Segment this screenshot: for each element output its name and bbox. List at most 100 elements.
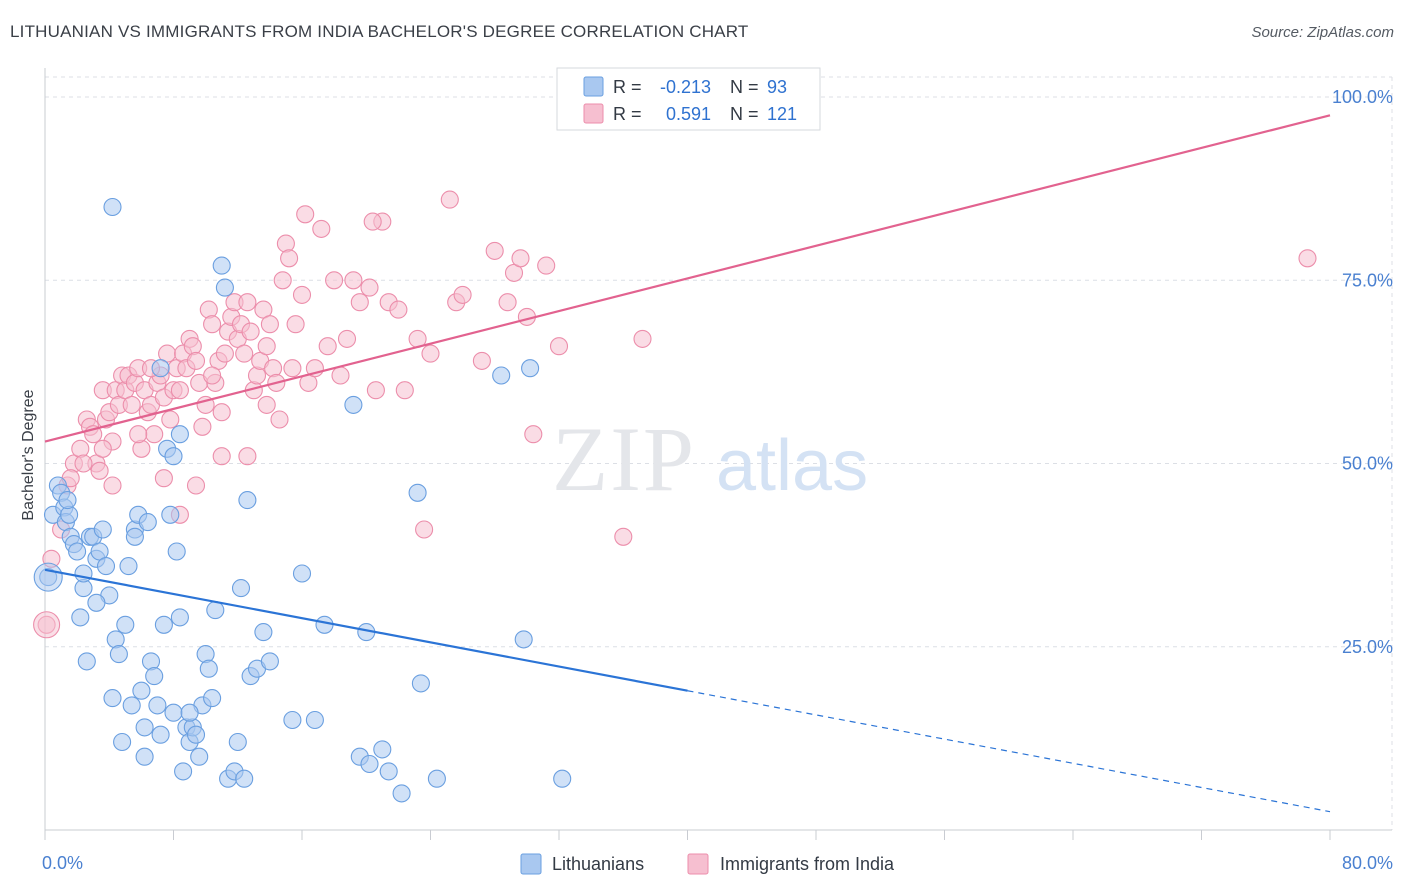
india-point-5 (71, 439, 90, 458)
india-point-78 (344, 271, 363, 290)
india-point-66 (273, 271, 292, 290)
lithuanians-point-35 (151, 725, 170, 744)
lithuanians-point-24 (116, 615, 135, 634)
lithuanians-point-42 (174, 762, 193, 781)
india-point-84 (389, 300, 408, 319)
lithuanians-point-75 (492, 366, 511, 385)
india-point-91 (453, 285, 472, 304)
india-point-119 (154, 469, 173, 488)
india-point-85 (395, 381, 414, 400)
lithuanians-point-12 (77, 652, 96, 671)
india-point-103 (1298, 249, 1317, 268)
india-point-120 (363, 212, 382, 231)
lithuanians-point-large (33, 562, 63, 592)
india-point-94 (498, 293, 517, 312)
india-point-48 (215, 344, 234, 363)
india-point-77 (331, 366, 350, 385)
india-point-58 (247, 366, 267, 385)
lithuanians-point-88 (58, 491, 77, 510)
lithuanians-point-40 (167, 542, 186, 561)
india-point-54 (235, 344, 254, 363)
chart-title: LITHUANIAN VS IMMIGRANTS FROM INDIA BACH… (10, 22, 749, 41)
legend-n-value-india: 121 (767, 104, 797, 124)
india-point-87 (415, 520, 434, 539)
lithuanians-point-56 (231, 579, 251, 598)
india-point-102 (633, 329, 652, 348)
india-point-19 (122, 395, 141, 414)
india-point-38 (183, 337, 202, 356)
india-point-56 (241, 322, 260, 341)
legend-n-label-lithuanians: N = (730, 77, 759, 97)
lithuanians-point-62 (292, 564, 312, 583)
lithuanians-point-22 (109, 645, 128, 664)
x-tick-label-1: 80.0% (1342, 853, 1393, 873)
india-point-67 (276, 234, 295, 253)
lithuanians-point-57 (238, 491, 257, 510)
lithuanians-point-92 (164, 447, 183, 466)
lithuanians-point-83 (170, 425, 189, 444)
lithuanians-point-26 (122, 696, 141, 715)
trend-line-lithuanians-extension (687, 690, 1331, 813)
india-point-107 (74, 454, 93, 473)
india-point-93 (485, 241, 504, 260)
india-point-74 (312, 219, 331, 238)
india-point-76 (325, 271, 344, 290)
lithuanians-point-72 (408, 483, 427, 502)
legend-n-value-lithuanians: 93 (767, 77, 787, 97)
lithuanians-point-17 (93, 520, 112, 539)
legend-n-label-india: N = (730, 104, 759, 124)
india-point-large (33, 611, 61, 639)
lithuanians-point-21 (106, 630, 125, 649)
india-point-63 (264, 359, 283, 378)
lithuanians-point-47 (190, 747, 209, 766)
india-point-68 (280, 249, 299, 268)
lithuanians-point-84 (151, 359, 170, 378)
lithuanians-point-77 (521, 359, 540, 378)
legend-bottom-label-lithuanians: Lithuanians (552, 854, 644, 874)
x-tick-label-0: 0.0% (42, 853, 83, 873)
lithuanians-point-63 (305, 710, 324, 730)
lithuanians-point-51 (203, 689, 222, 708)
legend-swatch-lithuanians (583, 76, 604, 97)
india-point-116 (203, 366, 222, 385)
india-point-61 (257, 337, 276, 356)
watermark-zip: ZIP (552, 408, 696, 510)
lithuanians-point-68 (360, 754, 379, 774)
india-point-75 (318, 337, 337, 356)
lithuanians-point-38 (161, 505, 180, 524)
lithuanians-point-50 (199, 659, 218, 678)
india-point-118 (337, 329, 357, 348)
lithuanians-point-41 (170, 608, 189, 627)
india-point-89 (440, 190, 459, 209)
india-point-34 (170, 381, 189, 400)
trend-line-india (44, 114, 1331, 443)
india-point-113 (257, 395, 276, 414)
lithuanians-point-9 (68, 542, 87, 561)
india-point-65 (270, 410, 289, 429)
lithuanians-point-31 (138, 513, 157, 532)
india-point-44 (203, 315, 222, 334)
india-point-79 (350, 293, 369, 312)
lithuanians-point-69 (373, 740, 392, 759)
chart-source: Source: ZipAtlas.com (1251, 24, 1394, 41)
india-point-69 (283, 359, 302, 378)
lithuanians-point-49 (196, 645, 215, 664)
lithuanians-point-53 (215, 278, 234, 297)
lithuanians-point-76 (514, 630, 533, 649)
lithuanians-point-60 (254, 623, 273, 642)
lithuanians-point-34 (148, 696, 167, 715)
trend-line-lithuanians (44, 568, 688, 692)
india-point-98 (524, 425, 543, 444)
lithuanians-point-65 (344, 395, 363, 414)
lithuanians-point-85 (103, 197, 122, 217)
india-point-81 (366, 381, 385, 400)
y-tick-label-0: 25.0% (1342, 637, 1393, 657)
india-point-22 (132, 439, 151, 458)
india-point-110 (186, 476, 206, 495)
series-india-points (33, 190, 1317, 639)
india-point-62 (260, 315, 279, 334)
lithuanians-point-39 (164, 703, 183, 722)
lithuanians-point-10 (71, 608, 90, 627)
lithuanians-point-52 (212, 256, 231, 275)
